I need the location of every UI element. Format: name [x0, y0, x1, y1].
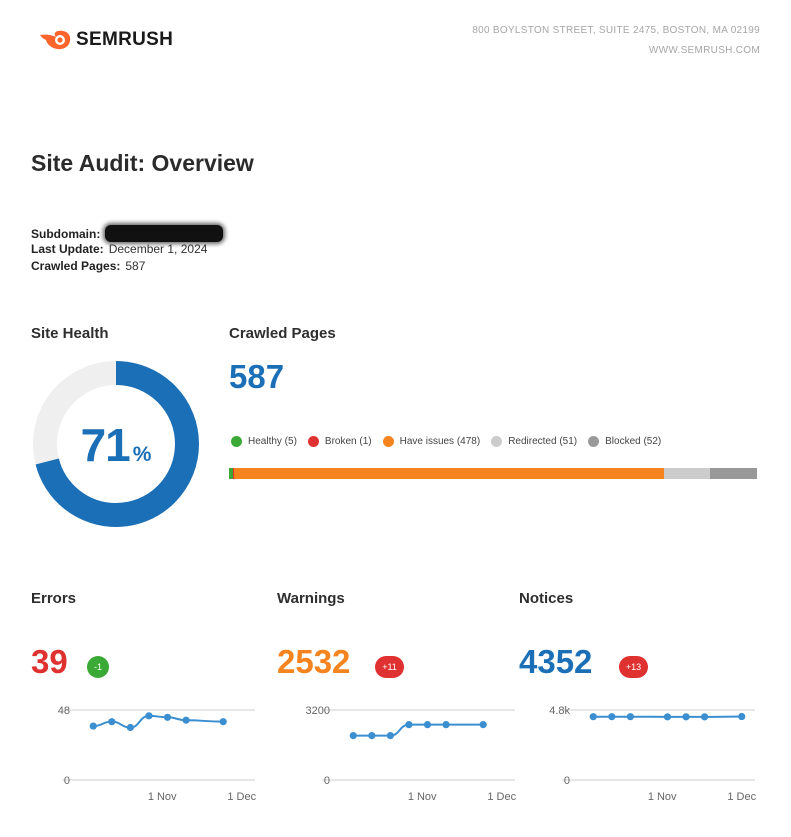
data-point: [368, 731, 376, 740]
data-point: [349, 731, 357, 740]
data-point: [738, 712, 746, 721]
data-point: [386, 731, 394, 740]
crawled-pages-row: Crawled Pages: 587: [31, 259, 145, 273]
data-point: [608, 713, 616, 721]
x-tick-label: 1 Dec: [227, 791, 256, 803]
bar-segment-have-issues: [234, 468, 665, 479]
y-tick-label: 48: [58, 705, 70, 717]
subdomain-label: Subdomain:: [31, 227, 101, 241]
y-tick-label: 4.8k: [549, 705, 570, 717]
bar-segment-blocked: [710, 468, 757, 479]
page-title: Site Audit: Overview: [31, 150, 254, 176]
semrush-logo: SEMRUSH: [38, 26, 198, 54]
data-point: [145, 712, 153, 720]
site-health-unit: %: [132, 443, 152, 466]
subdomain-row: Subdomain:: [31, 225, 224, 242]
crawled-pages-title: Crawled Pages: [229, 325, 336, 342]
crawled-pages-legend: Healthy (5) Broken (1) Have issues (478) Re…: [231, 436, 672, 447]
notices-trend-chart: 4.8k 0 1 Nov 1 Dec: [549, 705, 756, 803]
x-tick-label: 1 Dec: [727, 791, 756, 803]
warnings-trend-chart: 3200 0 1 Nov 1 Dec: [306, 705, 517, 803]
data-point: [405, 721, 413, 729]
data-point: [626, 713, 634, 721]
donut-health-arc: [33, 361, 199, 527]
notices-title: Notices: [519, 590, 574, 607]
data-point: [423, 721, 432, 729]
legend-item-have-issues: Have issues (478): [382, 436, 481, 447]
legend-label: Have issues (478): [399, 436, 481, 447]
data-point: [479, 721, 487, 729]
legend-label: Blocked (52): [605, 436, 662, 447]
crawled-pages-total: 587: [229, 358, 285, 395]
semrush-flame-icon: [40, 30, 71, 50]
data-point: [182, 716, 190, 724]
company-address: 800 BOYLSTON STREET, SUITE 2475, BOSTON,…: [472, 25, 760, 36]
data-point: [163, 713, 172, 721]
y-tick-label: 3200: [306, 705, 330, 717]
data-point: [108, 718, 116, 726]
legend-item-redirected: Redirected (51): [491, 436, 577, 447]
site-health-title: Site Health: [31, 325, 109, 342]
y-tick-label: 0: [64, 775, 70, 787]
legend-dot: [382, 436, 394, 447]
bar-segment-broken: [233, 468, 235, 479]
errors-title: Errors: [31, 590, 77, 607]
warnings-title: Warnings: [277, 590, 345, 607]
site-health-donut: [33, 361, 199, 527]
errors-value: 39: [31, 643, 68, 680]
warnings-delta-badge: +11: [375, 656, 404, 678]
errors-trend-chart: 48 0 1 Nov 1 Dec: [58, 705, 257, 803]
data-point: [589, 713, 597, 721]
data-point: [663, 713, 672, 721]
legend-item-healthy: Healthy (5): [231, 436, 297, 447]
notices-delta-badge: +13: [619, 656, 648, 678]
errors-delta-badge: -1: [87, 656, 109, 678]
legend-dot: [588, 436, 600, 447]
last-update-label: Last Update:: [31, 242, 104, 256]
legend-item-broken: Broken (1): [307, 436, 372, 447]
brand-name: SEMRUSH: [76, 29, 174, 50]
crawled-pages-label: Crawled Pages:: [31, 259, 121, 273]
data-point: [701, 713, 709, 721]
data-point: [126, 723, 134, 732]
crawled-pages-bar: [229, 468, 757, 479]
x-tick-label: 1 Nov: [408, 791, 437, 803]
notices-value: 4352: [519, 643, 593, 680]
legend-label: Redirected (51): [508, 436, 578, 447]
last-update-row: Last Update: December 1, 2024: [31, 242, 207, 256]
warnings-value: 2532: [277, 643, 351, 680]
data-point: [219, 718, 227, 726]
data-point: [89, 722, 97, 730]
site-health-value: 71: [80, 419, 131, 471]
redacted-subdomain: [105, 225, 224, 242]
legend-dot: [307, 436, 319, 447]
legend-label: Healthy (5): [248, 436, 297, 447]
legend-dot: [491, 436, 503, 447]
last-update-value: December 1, 2024: [108, 242, 208, 256]
y-tick-label: 0: [324, 775, 330, 787]
data-point: [442, 721, 450, 729]
legend-item-blocked: Blocked (52): [588, 436, 661, 447]
crawled-pages-value: 587: [125, 259, 146, 273]
company-website: WWW.SEMRUSH.COM: [648, 45, 760, 56]
site-health-score: 71%: [32, 418, 200, 472]
y-tick-label: 0: [564, 775, 570, 787]
bar-segment-redirected: [664, 468, 711, 479]
x-tick-label: 1 Nov: [148, 791, 177, 803]
x-tick-label: 1 Nov: [648, 791, 677, 803]
legend-dot: [231, 436, 242, 447]
data-point: [682, 713, 690, 721]
legend-label: Broken (1): [324, 436, 372, 447]
x-tick-label: 1 Dec: [487, 791, 516, 803]
bar-segment-healthy: [229, 468, 234, 479]
